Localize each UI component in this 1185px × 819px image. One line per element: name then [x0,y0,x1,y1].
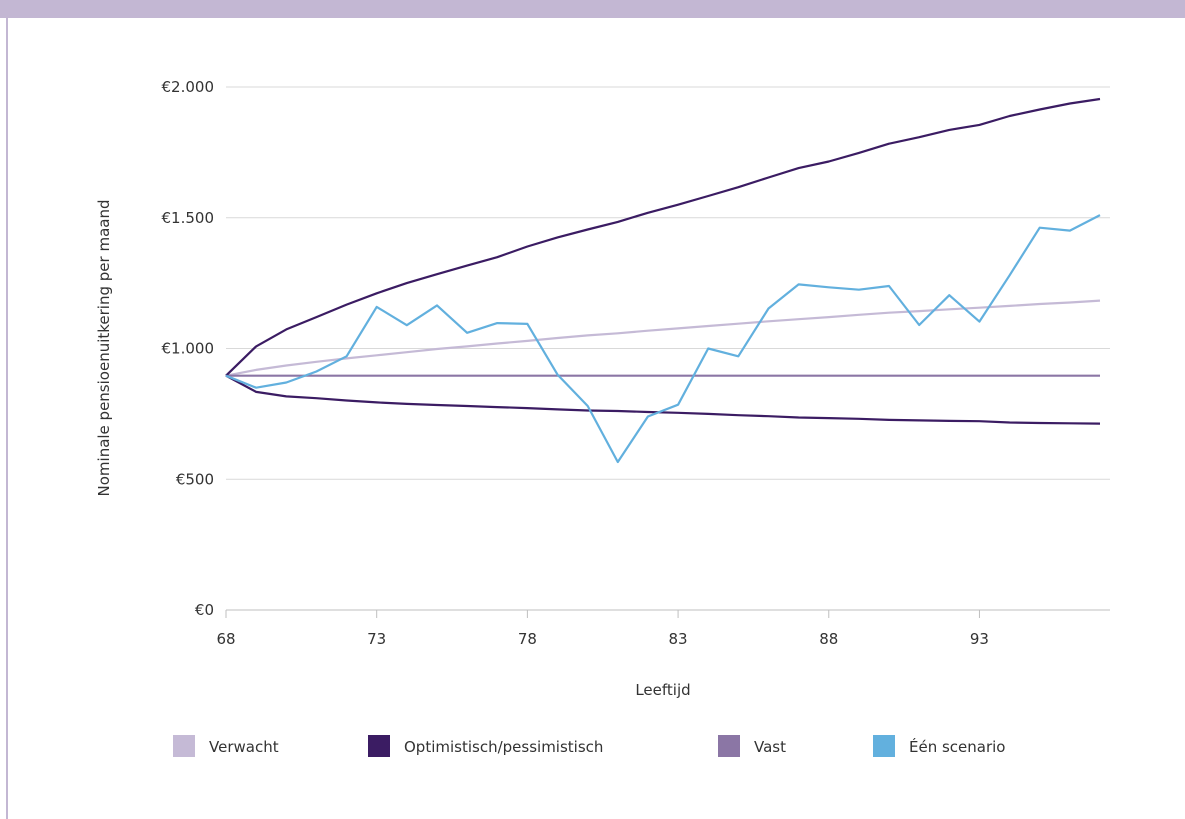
series-line [225,214,1101,464]
x-axis: 68 73 78 83 88 93 [216,609,1110,648]
legend-swatch [873,735,895,757]
legend-swatch [368,735,390,757]
series-lines [225,97,1101,464]
legend-label: Één scenario [909,737,1005,756]
x-tick-label: 88 [819,630,838,648]
grid-lines [226,86,1110,480]
y-tick-label: €500 [176,470,214,488]
x-tick-label: 83 [669,630,688,648]
legend: Verwacht Optimistisch/pessimistisch Vast Éé… [173,735,1005,757]
series-line [225,374,1101,425]
left-border [6,18,8,819]
x-axis-label: Leeftijd [635,681,690,699]
legend-label: Optimistisch/pessimistisch [404,738,603,756]
y-tick-label: €0 [195,601,214,619]
x-tick-label: 73 [367,630,386,648]
y-tick-label: €2.000 [162,78,215,96]
legend-label: Vast [754,738,786,756]
y-axis-label: Nominale pensioenuitkering per maand [95,200,113,497]
y-tick-label: €1.500 [162,209,215,227]
legend-swatch [718,735,740,757]
x-tick-label: 68 [216,630,235,648]
legend-swatch [173,735,195,757]
x-tick-label: 93 [970,630,989,648]
x-tick-label: 78 [518,630,537,648]
y-tick-label: €1.000 [162,340,215,358]
series-line [225,299,1101,377]
y-axis-ticks: €0 €500 €1.000 €1.500 €2.000 [162,78,215,619]
legend-label: Verwacht [209,738,279,756]
series-line [225,97,1101,377]
header-bar [0,0,1185,18]
